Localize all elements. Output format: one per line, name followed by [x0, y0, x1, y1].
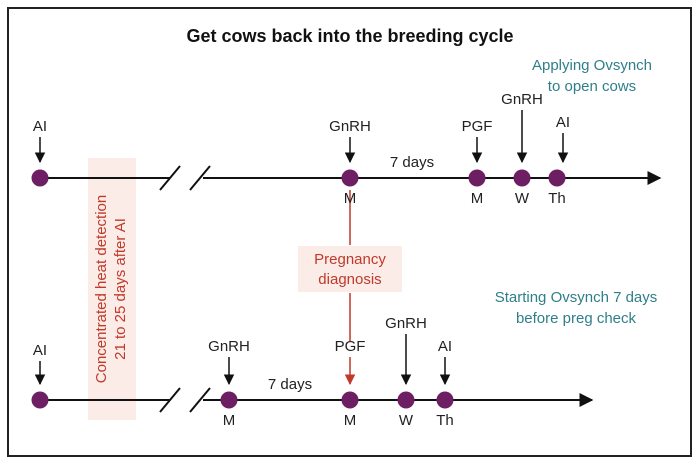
- diagram-title: Get cows back into the breeding cycle: [186, 26, 513, 46]
- pregnancy-diagnosis-line1: Pregnancy: [314, 251, 386, 268]
- bottom-event-3-day: M: [344, 412, 357, 429]
- bottom-event-4-marker: [397, 391, 415, 409]
- bottom-event-1-label: AI: [33, 342, 47, 359]
- top-event-4-marker: [513, 169, 531, 187]
- bottom-event-3-marker: [341, 391, 359, 409]
- top-note-line2: to open cows: [548, 78, 636, 95]
- bottom-note-line1: Starting Ovsynch 7 days: [495, 289, 658, 306]
- heat-detection-label-line1: Concentrated heat detection: [93, 195, 110, 383]
- top-timeline-break-2: [189, 165, 211, 191]
- top-event-3-label: PGF: [462, 118, 493, 135]
- top-timeline-break-1: [159, 165, 181, 191]
- bottom-event-2-label: GnRH: [208, 338, 250, 355]
- bottom-event-1-marker: [31, 391, 49, 409]
- top-event-5-label: AI: [556, 114, 570, 131]
- top-event-1-label: AI: [33, 118, 47, 135]
- bottom-event-3-label: PGF: [335, 338, 366, 355]
- top-event-2-day: M: [344, 190, 357, 207]
- bottom-event-5-marker: [436, 391, 454, 409]
- heat-detection-band: [88, 158, 136, 420]
- pregnancy-diagnosis-box: [298, 246, 402, 292]
- bottom-interval-label: 7 days: [268, 376, 312, 393]
- top-event-3-marker: [468, 169, 486, 187]
- heat-detection-label-line2: 21 to 25 days after AI: [112, 218, 129, 360]
- top-event-5-day: Th: [548, 190, 566, 207]
- top-event-4-day: W: [515, 190, 530, 207]
- bottom-event-2-day: M: [223, 412, 236, 429]
- top-interval-label: 7 days: [390, 154, 434, 171]
- bottom-timeline-break-2: [189, 387, 211, 413]
- bottom-event-5-label: AI: [438, 338, 452, 355]
- bottom-timeline-break-1: [159, 387, 181, 413]
- bottom-event-4-day: W: [399, 412, 414, 429]
- pregnancy-diagnosis-line2: diagnosis: [318, 271, 381, 288]
- top-event-2-label: GnRH: [329, 118, 371, 135]
- bottom-event-4-label: GnRH: [385, 315, 427, 332]
- top-note-line1: Applying Ovsynch: [532, 57, 652, 74]
- top-event-2-marker: [341, 169, 359, 187]
- bottom-event-5-day: Th: [436, 412, 454, 429]
- top-event-3-day: M: [471, 190, 484, 207]
- bottom-note-line2: before preg check: [516, 310, 637, 327]
- top-event-5-marker: [548, 169, 566, 187]
- top-event-1-marker: [31, 169, 49, 187]
- top-event-4-label: GnRH: [501, 91, 543, 108]
- diagram-border: [7, 7, 692, 457]
- bottom-event-2-marker: [220, 391, 238, 409]
